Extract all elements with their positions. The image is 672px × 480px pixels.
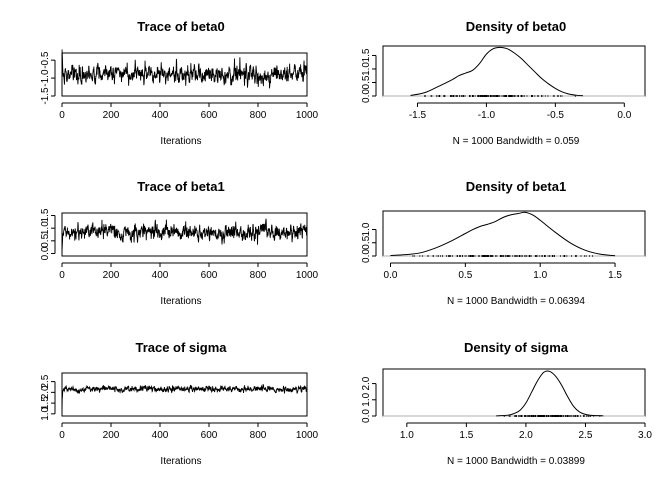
y-tick-label: -1.5 bbox=[40, 87, 51, 105]
panel-title: Trace of beta1 bbox=[137, 179, 224, 194]
y-tick-label: 0.5 bbox=[361, 75, 372, 89]
rug-marks bbox=[412, 255, 593, 257]
y-tick-label: 2.0 bbox=[40, 385, 51, 399]
trace-line bbox=[61, 384, 308, 414]
density-panel-beta1: Density of beta1 N = 1000 Bandwidth = 0.… bbox=[361, 179, 646, 307]
x-tick-label: 0.0 bbox=[384, 270, 398, 281]
y-tick-label: 1.5 bbox=[40, 396, 51, 410]
x-tick-label: -0.5 bbox=[547, 110, 565, 121]
y-tick-label: 1.0 bbox=[40, 221, 51, 235]
x-tick-label: 0.0 bbox=[617, 110, 631, 121]
x-tick-label: 1.0 bbox=[533, 270, 547, 281]
x-tick-label: 0 bbox=[59, 430, 65, 441]
x-axis-label: N = 1000 Bandwidth = 0.059 bbox=[453, 136, 580, 147]
x-tick-label: 1000 bbox=[296, 270, 319, 281]
trace-line bbox=[61, 218, 308, 253]
plot-frame bbox=[382, 210, 646, 257]
x-tick-label: 1.5 bbox=[459, 430, 473, 441]
density-curve bbox=[410, 46, 583, 97]
density-curve bbox=[496, 370, 604, 417]
x-tick-label: 800 bbox=[250, 270, 267, 281]
x-tick-label: 400 bbox=[152, 270, 169, 281]
x-tick-label: 600 bbox=[201, 270, 218, 281]
x-tick-label: 600 bbox=[201, 110, 218, 121]
panel-title: Trace of sigma bbox=[135, 340, 227, 355]
y-tick-label: 1.0 bbox=[40, 406, 51, 420]
x-tick-label: 3.0 bbox=[638, 430, 652, 441]
x-tick-label: 200 bbox=[103, 110, 120, 121]
plot-frame bbox=[61, 52, 308, 97]
plot-frame bbox=[382, 45, 646, 97]
plot-frame bbox=[382, 368, 646, 417]
density-panel-sigma: Density of sigma N = 1000 Bandwidth = 0.… bbox=[361, 340, 652, 467]
density-curve bbox=[390, 211, 616, 257]
y-tick-label: 0.0 bbox=[361, 89, 372, 103]
x-tick-label: 1.5 bbox=[608, 270, 622, 281]
y-tick-label: 1.0 bbox=[361, 392, 372, 406]
plot-frame bbox=[61, 372, 308, 417]
y-tick-label: 2.0 bbox=[361, 376, 372, 390]
trace-panel-beta1: Trace of beta1 Iterations 0 200 400 600 800 1… bbox=[40, 179, 319, 307]
x-tick-label: 1.0 bbox=[400, 430, 414, 441]
x-axis-label: Iterations bbox=[160, 296, 201, 307]
y-tick-label: -1.0 bbox=[40, 69, 51, 87]
x-tick-label: 400 bbox=[152, 430, 169, 441]
x-axis-label: N = 1000 Bandwidth = 0.03899 bbox=[447, 456, 585, 467]
trace-line bbox=[61, 49, 308, 89]
y-tick-label: 1.0 bbox=[361, 222, 372, 236]
y-tick-label: 0.5 bbox=[40, 233, 51, 247]
rug-marks bbox=[503, 415, 601, 417]
x-tick-label: 800 bbox=[250, 430, 267, 441]
trace-panel-sigma: Trace of sigma Iterations 0 200 400 600 800 1… bbox=[40, 340, 319, 467]
y-tick-label: 1.0 bbox=[361, 62, 372, 76]
y-tick-label: 1.5 bbox=[361, 48, 372, 62]
x-tick-label: 800 bbox=[250, 110, 267, 121]
density-panel-beta0: Density of beta0 N = 1000 Bandwidth = 0.… bbox=[361, 19, 646, 147]
y-tick-label: 2.5 bbox=[40, 374, 51, 388]
rug-marks bbox=[424, 95, 576, 97]
trace-panel-beta0: Trace of beta0 Iterations 0 200 400 600 800 1… bbox=[40, 19, 319, 147]
x-tick-label: 2.0 bbox=[519, 430, 533, 441]
y-tick-label: 0.0 bbox=[361, 409, 372, 423]
x-tick-label: 600 bbox=[201, 430, 218, 441]
y-tick-label: 0.5 bbox=[361, 235, 372, 249]
x-tick-label: 0 bbox=[59, 110, 65, 121]
x-axis-label: Iterations bbox=[160, 456, 201, 467]
x-tick-label: -1.0 bbox=[478, 110, 496, 121]
y-tick-label: 0.0 bbox=[40, 246, 51, 260]
x-axis-label: N = 1000 Bandwidth = 0.06394 bbox=[447, 296, 585, 307]
x-tick-label: 400 bbox=[152, 110, 169, 121]
x-tick-label: 1000 bbox=[296, 430, 319, 441]
x-tick-label: 0 bbox=[59, 270, 65, 281]
panel-title: Density of sigma bbox=[464, 340, 569, 355]
panel-title: Trace of beta0 bbox=[137, 19, 224, 34]
panel-title: Density of beta0 bbox=[466, 19, 566, 34]
panel-title: Density of beta1 bbox=[466, 179, 566, 194]
y-tick-label: 0.0 bbox=[361, 249, 372, 263]
x-tick-label: -1.5 bbox=[409, 110, 427, 121]
x-tick-label: 1000 bbox=[296, 110, 319, 121]
x-tick-label: 200 bbox=[103, 270, 120, 281]
x-axis-label: Iterations bbox=[160, 136, 201, 147]
x-tick-label: 200 bbox=[103, 430, 120, 441]
y-tick-label: -0.5 bbox=[40, 51, 51, 69]
y-tick-label: 1.5 bbox=[40, 208, 51, 222]
x-tick-label: 2.5 bbox=[579, 430, 593, 441]
x-tick-label: 0.5 bbox=[458, 270, 472, 281]
